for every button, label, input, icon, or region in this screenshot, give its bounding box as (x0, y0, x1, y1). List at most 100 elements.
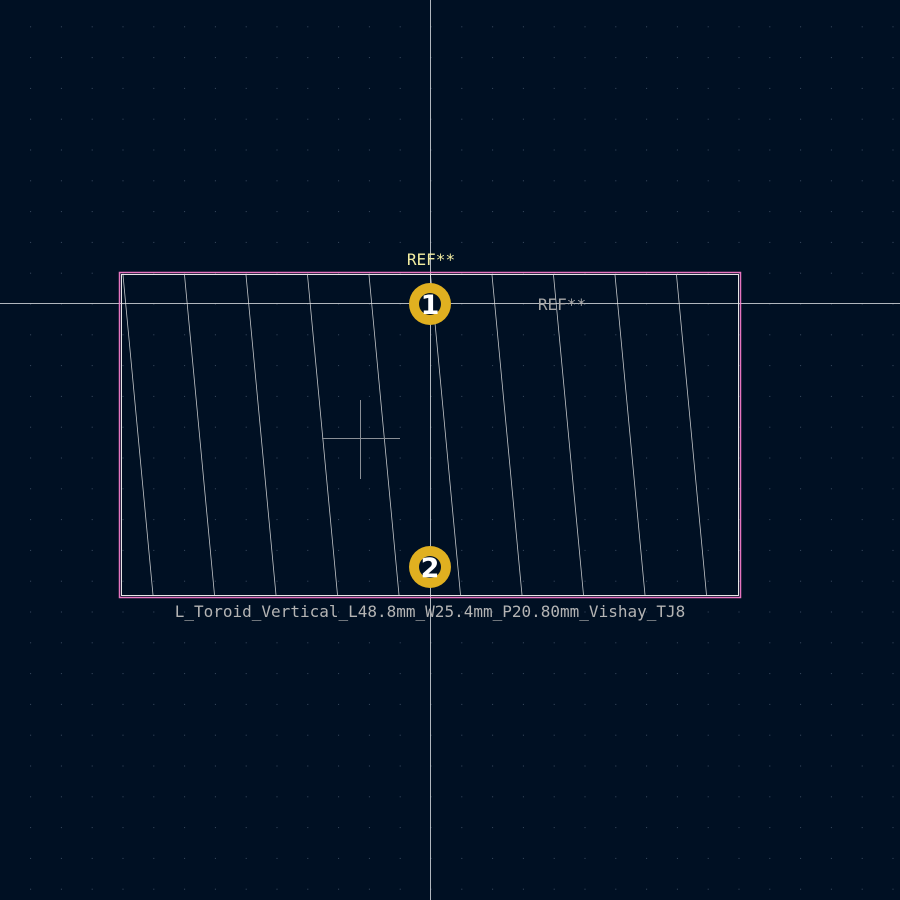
grid-dot (676, 457, 678, 459)
grid-dot (184, 642, 186, 644)
grid-dot (646, 118, 648, 120)
grid-dot (707, 703, 709, 705)
reference-silkscreen[interactable]: REF** (407, 250, 455, 269)
grid-dot (615, 703, 617, 705)
grid-dot (861, 272, 863, 274)
grid-dot (60, 241, 62, 243)
grid-dot (307, 703, 309, 705)
grid-dot (522, 827, 524, 829)
grid-dot (461, 365, 463, 367)
grid-dot (214, 765, 216, 767)
grid-dot (245, 734, 247, 736)
grid-dot (492, 395, 494, 397)
grid-dot (307, 519, 309, 521)
grid-dot (615, 857, 617, 859)
grid-dot (461, 488, 463, 490)
grid-dot (184, 426, 186, 428)
grid-dot (276, 580, 278, 582)
grid-dot (738, 87, 740, 89)
grid-dot (276, 241, 278, 243)
grid-dot (769, 426, 771, 428)
grid-dot (800, 734, 802, 736)
grid-dot (769, 365, 771, 367)
grid-dot (276, 796, 278, 798)
grid-dot (60, 149, 62, 151)
grid-dot (276, 734, 278, 736)
grid-dot (153, 87, 155, 89)
grid-dot (769, 765, 771, 767)
grid-dot (399, 365, 401, 367)
winding-line (368, 274, 400, 596)
reference-fab[interactable]: REF** (538, 295, 586, 314)
grid-dot (707, 827, 709, 829)
grid-dot (276, 857, 278, 859)
grid-dot (338, 580, 340, 582)
grid-dot (276, 549, 278, 551)
grid-dot (861, 87, 863, 89)
grid-dot (522, 519, 524, 521)
grid-dot (738, 796, 740, 798)
grid-dot (769, 580, 771, 582)
grid-dot (584, 488, 586, 490)
grid-dot (30, 334, 32, 336)
grid-dot (800, 827, 802, 829)
grid-dot (584, 57, 586, 59)
grid-dot (646, 580, 648, 582)
grid-dot (738, 180, 740, 182)
grid-dot (646, 457, 648, 459)
grid-dot (522, 26, 524, 28)
grid-dot (122, 241, 124, 243)
grid-dot (338, 334, 340, 336)
grid-dot (492, 26, 494, 28)
grid-dot (461, 211, 463, 213)
grid-dot (153, 611, 155, 613)
grid-dot (60, 673, 62, 675)
grid-dot (122, 149, 124, 151)
grid-dot (676, 395, 678, 397)
grid-dot (615, 87, 617, 89)
grid-dot (214, 457, 216, 459)
grid-dot (553, 241, 555, 243)
grid-dot (861, 888, 863, 890)
grid-dot (122, 765, 124, 767)
grid-dot (522, 395, 524, 397)
grid-dot (30, 488, 32, 490)
grid-dot (307, 827, 309, 829)
grid-dot (522, 734, 524, 736)
grid-dot (338, 611, 340, 613)
grid-dot (184, 827, 186, 829)
grid-dot (738, 149, 740, 151)
grid-dot (800, 857, 802, 859)
grid-dot (245, 488, 247, 490)
grid-dot (91, 673, 93, 675)
grid-dot (676, 734, 678, 736)
grid-dot (91, 57, 93, 59)
grid-dot (338, 827, 340, 829)
grid-dot (861, 457, 863, 459)
grid-dot (707, 118, 709, 120)
grid-dot (122, 673, 124, 675)
grid-dot (245, 611, 247, 613)
grid-dot (676, 149, 678, 151)
grid-dot (399, 334, 401, 336)
grid-dot (153, 57, 155, 59)
grid-dot (553, 734, 555, 736)
grid-dot (30, 580, 32, 582)
grid-dot (461, 457, 463, 459)
grid-dot (892, 87, 894, 89)
grid-dot (707, 57, 709, 59)
grid-dot (676, 241, 678, 243)
grid-dot (584, 395, 586, 397)
grid-dot (307, 580, 309, 582)
grid-dot (738, 211, 740, 213)
grid-dot (30, 703, 32, 705)
grid-dot (184, 57, 186, 59)
pad-1[interactable]: 1 (409, 283, 451, 325)
grid-dot (122, 827, 124, 829)
footprint-value[interactable]: L_Toroid_Vertical_L48.8mm_W25.4mm_P20.80… (175, 602, 686, 621)
grid-dot (892, 457, 894, 459)
pad-2[interactable]: 2 (409, 546, 451, 588)
grid-dot (30, 57, 32, 59)
grid-dot (338, 457, 340, 459)
